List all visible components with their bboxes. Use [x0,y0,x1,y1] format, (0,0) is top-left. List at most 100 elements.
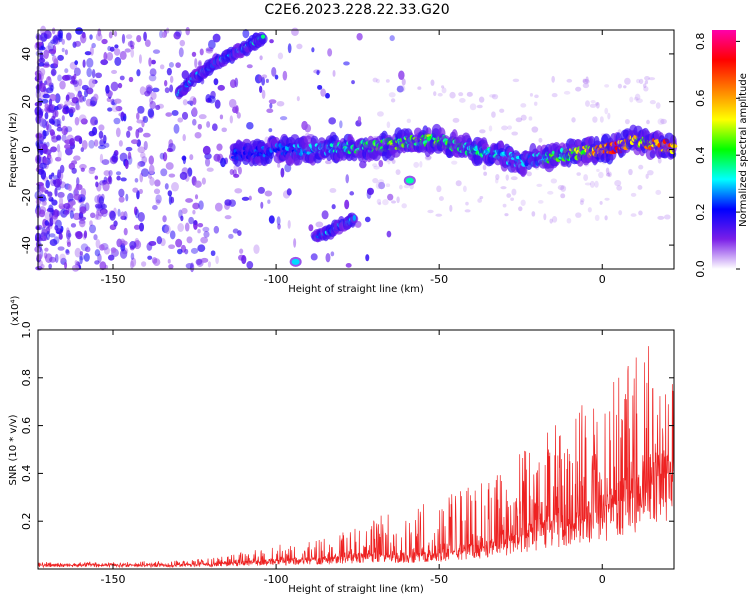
spectrogram-cell [88,78,96,88]
y-tick-label: 20 [20,95,33,109]
spectrogram-cell [614,179,622,187]
y-tick-label: 0.8 [20,369,33,387]
spectrogram-cell [385,183,391,188]
spectrogram-cell [655,102,661,109]
spectrogram-panel: -150 -100 -50 0 -40 -20 0 20 40 Height of strai… [8,25,678,295]
spectrogram-cell [95,181,99,188]
spectrogram-cell [124,48,131,53]
spectrogram-cell [194,194,199,200]
spectrogram-cell [113,150,119,157]
spectrogram-cell [657,118,665,125]
spectrogram-cell [47,191,53,197]
spectrogram-cell [186,236,193,244]
spectrogram-cell [119,152,128,162]
spectrogram-cell [458,92,464,97]
spectrogram-cell [566,78,573,83]
spectrogram-cell [433,91,437,97]
spectrogram-cell [136,119,144,124]
spectrogram-cell [500,186,507,190]
spectrogram-cell [261,74,268,79]
spectrogram-cell [520,114,527,121]
spectrogram-cell [274,74,279,80]
spectrogram-cell [580,198,585,203]
spectrogram-cell [152,258,161,266]
spectrogram-cell [98,144,106,150]
spectrogram-cell [330,251,335,257]
spectrogram-cell [51,199,58,206]
spectrogram-cell [123,113,127,122]
spectrogram-cell [190,247,199,254]
spectrogram-cell [150,91,157,100]
spectrogram-cell [373,165,380,170]
spectrogram-cell [125,146,133,152]
spectrogram-cell [417,86,422,90]
spectrogram-cell [79,206,87,214]
spectrogram-cell [58,233,63,240]
spectrogram-cell [438,196,444,202]
spectrogram-cell [125,193,129,202]
spectrogram-cell [143,31,147,42]
y-tick-label: 0 [20,146,33,153]
spectrogram-cell [137,127,144,133]
spectrogram-cell [291,27,299,36]
spectrogram-cell [268,215,275,224]
spectrogram-cell [599,116,604,123]
spectrogram-cell [413,161,420,168]
spectrogram-cell [518,206,523,212]
x-tick-label: -50 [430,273,448,286]
snr-frame [37,329,675,570]
spectrogram-cell [41,144,49,155]
spectrogram-cell [589,103,597,108]
spectrogram-cell [320,88,327,97]
spectrogram-cell [596,168,600,173]
spectrogram-cell [199,48,204,56]
colorbar-label: Normalized spectral amplitude [738,73,749,227]
spectrogram-cell [644,80,649,85]
spectrogram-cell [575,212,582,218]
spectrogram-cell [515,117,523,123]
spectrogram-cell [103,247,110,255]
spectrogram-cell [88,168,95,175]
spectrogram-cell [108,31,113,39]
spectrogram-cell [504,213,509,217]
spectrogram-cell [375,78,380,84]
spectrogram-cell [604,84,610,88]
spectrogram-y-ticks: -40 -20 0 20 40 [20,47,674,254]
spectrogram-cell [583,174,589,182]
spectrogram-cell [375,182,382,190]
spectrogram-cell [93,93,99,102]
spectrogram-cell [156,236,163,245]
spectrogram-cell [64,261,68,269]
spectrogram-cell [638,210,643,216]
snr-plot-area [38,330,674,569]
spectrogram-cell [466,91,473,97]
spectrogram-cell [624,77,631,85]
spectrogram-cell [94,249,101,257]
spectrogram-cell [636,78,641,84]
spectrogram-cell [356,32,363,41]
spectrogram-cell [171,110,179,116]
spectrogram-cell [118,140,123,147]
spectrogram-cell [181,70,190,80]
spectrogram-cell [168,143,176,152]
spectrogram-cell [543,213,547,221]
spectrogram-cell [121,33,126,44]
spectrogram-cell [60,208,68,218]
spectrogram-cell [311,47,315,53]
y-tick-label: 0.6 [20,417,33,435]
spectrogram-cell [598,171,604,179]
spectrogram-cell [165,112,173,117]
spectrogram-cell [110,81,119,92]
spectrogram-cell [647,169,654,176]
spectrogram-cell [130,48,135,58]
spectrogram-cell [115,105,123,112]
spectrogram-cell [258,33,268,45]
spectrogram-cell [205,47,214,52]
spectrogram-cell [155,194,162,204]
spectrogram-cell [139,222,145,232]
spectrogram-cell [43,49,49,60]
y-tick-label: 40 [20,47,33,61]
spectrogram-cell [193,220,198,226]
spectrogram-cell [173,123,180,134]
spectrogram-cell [46,230,51,241]
